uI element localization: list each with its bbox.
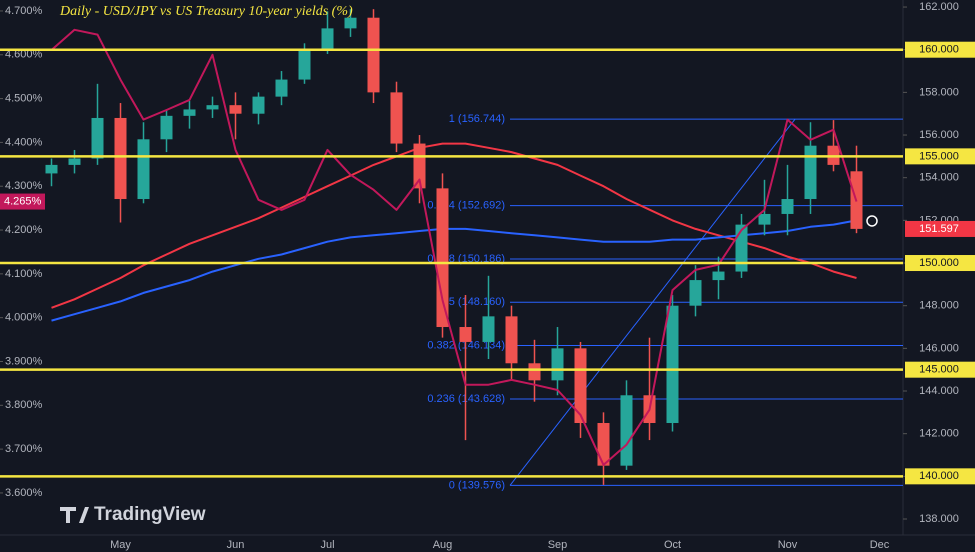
candle-body [91,117,104,159]
y-tick-label: 3.900% [5,355,43,367]
x-tick-label: May [110,539,131,551]
logo-icon [60,507,89,523]
cursor-marker [866,215,878,227]
candle-body [229,105,242,114]
x-tick-label: Nov [778,539,798,551]
y-tick-label: 4.100% [5,268,43,280]
yield-line [50,28,858,466]
y-tick-label: 4.400% [5,136,43,148]
candle-body [436,188,449,328]
candle-body [620,395,633,466]
candle-body [160,115,173,140]
level-label: 160.000 [919,44,959,56]
level-label: 140.000 [919,470,959,482]
candle-body [252,96,265,114]
candle-body [321,28,334,50]
candle-body [781,199,794,214]
y2-tick-label: 156.000 [919,129,959,141]
candle-body [735,224,748,272]
x-tick-label: Aug [433,539,453,551]
candle-body [413,143,426,189]
y-tick-label: 3.800% [5,399,43,411]
y2-tick-label: 154.000 [919,172,959,184]
candle-body [206,105,219,110]
last-price-label: 151.597 [919,223,959,235]
x-tick-label: Jun [227,539,245,551]
y2-tick-label: 146.000 [919,342,959,354]
candle-body [137,139,150,200]
candle-body [597,423,610,466]
fib-label: 0.5 (148.160) [440,296,505,308]
candle-body [574,348,587,424]
y-tick-label: 4.600% [5,49,43,61]
candle-body [551,348,564,381]
candle-body [712,271,725,281]
fib-trend-line [509,118,796,486]
candle-body [804,145,817,200]
y2-tick-label: 142.000 [919,428,959,440]
y-tick-label: 4.500% [5,92,43,104]
y2-tick-label: 162.000 [919,1,959,13]
x-tick-label: Jul [320,539,334,551]
candle-body [298,49,311,80]
x-tick-label: Dec [870,539,890,551]
y-tick-label: 3.700% [5,443,43,455]
logo-text: TradingView [94,504,206,525]
level-label-box [905,361,975,378]
x-tick-label: Sep [548,539,568,551]
candle-body [275,79,288,97]
logo: TradingView [60,504,206,525]
y-tick-label: 4.000% [5,312,43,324]
y2-tick-label: 138.000 [919,513,959,525]
candle-body [758,213,771,225]
y-tick-label: 4.200% [5,224,43,236]
candle-body [689,280,702,306]
level-label-box [905,255,975,272]
candle-body [183,109,196,116]
last-yield-label: 4.265% [4,195,42,207]
y2-tick-label: 158.000 [919,86,959,98]
y2-tick-label: 144.000 [919,385,959,397]
candle-body [45,164,58,174]
level-label: 150.000 [919,257,959,269]
y-tick-label: 3.600% [5,487,43,499]
fib-label: 0 (139.576) [449,479,505,491]
x-tick-label: Oct [664,539,681,551]
candle-body [68,158,81,165]
candle-body [344,17,357,29]
level-label-box [905,148,975,165]
candle-body [528,363,541,381]
candle-body [390,92,403,144]
candle-body [666,305,679,424]
candle-body [505,316,518,364]
level-label-box [905,41,975,58]
candle-body [114,117,127,200]
moving-average [51,219,857,322]
chart-title: Daily - USD/JPY vs US Treasury 10-year y… [59,4,353,19]
fib-label: 1 (156.744) [449,113,505,125]
last-yield-box [0,193,45,210]
candle-body [482,316,495,342]
last-price-box [905,220,975,237]
y2-tick-label: 148.000 [919,300,959,312]
level-label: 145.000 [919,364,959,376]
y-tick-label: 4.700% [5,5,43,17]
y-tick-label: 4.300% [5,180,43,192]
level-label-box [905,468,975,485]
candle-body [459,327,472,342]
level-label: 155.000 [919,150,959,162]
candle-body [367,17,380,93]
